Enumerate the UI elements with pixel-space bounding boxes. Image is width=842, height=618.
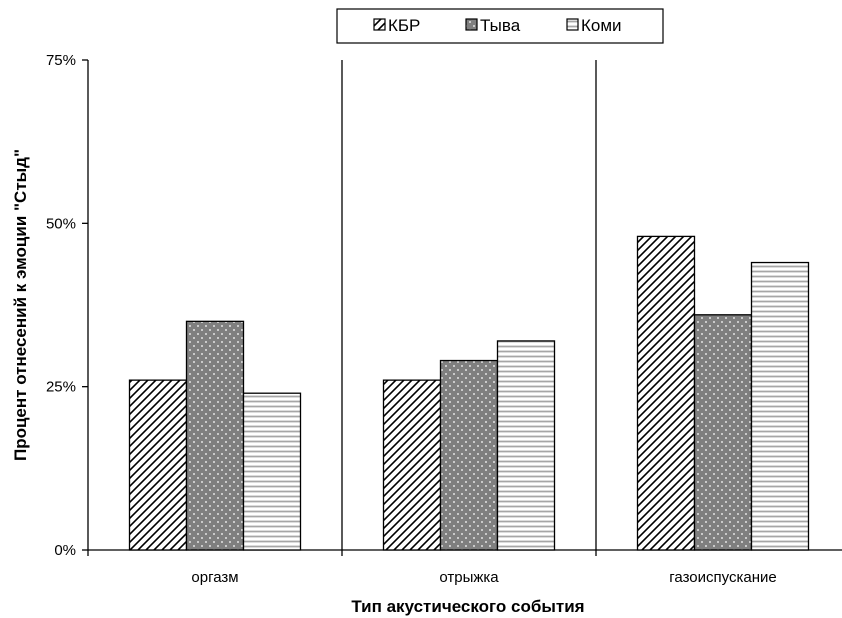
- x-tick-label: оргазм: [191, 569, 238, 586]
- legend-label-Тыва: Тыва: [480, 16, 521, 35]
- bar-Коми-газоиспускание: [752, 263, 809, 550]
- bar-Тыва-оргазм: [187, 321, 244, 550]
- legend-swatch-Тыва: [466, 19, 477, 30]
- y-tick-label: 0%: [54, 542, 76, 559]
- bars: [130, 236, 809, 550]
- y-tick-label: 50%: [46, 215, 76, 232]
- legend-swatch-Коми: [567, 19, 578, 30]
- legend: КБР Тыва Коми: [337, 9, 663, 43]
- legend-label-Коми: Коми: [581, 16, 622, 35]
- bar-КБР-оргазм: [130, 380, 187, 550]
- bar-Тыва-отрыжка: [441, 361, 498, 550]
- legend-label-КБР: КБР: [388, 16, 420, 35]
- y-tick-label: 75%: [46, 52, 76, 69]
- legend-swatch-КБР: [374, 19, 385, 30]
- bar-Тыва-газоиспускание: [695, 315, 752, 550]
- x-tick-label: отрыжка: [439, 569, 499, 586]
- bar-КБР-отрыжка: [384, 380, 441, 550]
- x-axis-title: Тип акустического события: [351, 597, 584, 616]
- bar-Коми-оргазм: [244, 393, 301, 550]
- y-axis-title: Процент отнесений к эмоции "Стыд": [11, 149, 30, 461]
- bar-Коми-отрыжка: [498, 341, 555, 550]
- x-tick-label: газоиспускание: [669, 569, 776, 586]
- bar-КБР-газоиспускание: [638, 236, 695, 550]
- y-tick-label: 25%: [46, 379, 76, 396]
